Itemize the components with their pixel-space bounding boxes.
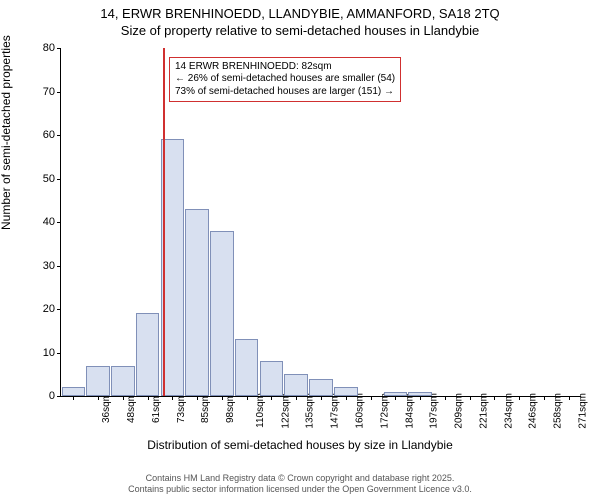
- y-tick-label: 50: [25, 173, 55, 185]
- y-tick-mark: [57, 309, 61, 310]
- histogram-bar: [185, 209, 209, 396]
- footer-line-1: Contains HM Land Registry data © Crown c…: [0, 473, 600, 485]
- x-tick-mark: [98, 396, 99, 400]
- x-tick-mark: [271, 396, 272, 400]
- y-tick-mark: [57, 135, 61, 136]
- x-tick-label: 36sqm: [101, 393, 112, 423]
- x-tick-label: 98sqm: [225, 393, 236, 423]
- histogram-bar: [260, 361, 284, 396]
- y-tick-label: 30: [25, 260, 55, 272]
- y-tick-label: 70: [25, 86, 55, 98]
- y-tick-mark: [57, 179, 61, 180]
- histogram-bar: [210, 231, 234, 396]
- x-tick-label: 85sqm: [200, 393, 211, 423]
- x-tick-mark: [73, 396, 74, 400]
- y-tick-label: 40: [25, 216, 55, 228]
- y-tick-label: 20: [25, 303, 55, 315]
- annotation-line: ← 26% of semi-detached houses are smalle…: [175, 73, 395, 86]
- annotation-box: 14 ERWR BRENHINOEDD: 82sqm← 26% of semi-…: [169, 57, 401, 103]
- x-tick-mark: [395, 396, 396, 400]
- annotation-line: 73% of semi-detached houses are larger (…: [175, 86, 395, 99]
- x-tick-mark: [519, 396, 520, 400]
- footer-line-2: Contains public sector information licen…: [0, 484, 600, 496]
- y-tick-label: 0: [25, 390, 55, 402]
- histogram-bar: [284, 374, 308, 396]
- x-axis-label: Distribution of semi-detached houses by …: [0, 438, 600, 452]
- reference-line: [163, 48, 165, 396]
- x-tick-label: 135sqm: [305, 393, 316, 429]
- x-tick-mark: [197, 396, 198, 400]
- y-tick-mark: [57, 92, 61, 93]
- x-tick-label: 258sqm: [553, 393, 564, 429]
- y-tick-mark: [57, 222, 61, 223]
- x-tick-label: 209sqm: [454, 393, 465, 429]
- y-tick-mark: [57, 353, 61, 354]
- y-axis-label: Number of semi-detached properties: [0, 35, 13, 230]
- chart-title-address: 14, ERWR BRENHINOEDD, LLANDYBIE, AMMANFO…: [0, 0, 600, 21]
- x-tick-label: 234sqm: [503, 393, 514, 429]
- y-tick-label: 10: [25, 347, 55, 359]
- x-tick-mark: [148, 396, 149, 400]
- x-tick-mark: [247, 396, 248, 400]
- x-tick-mark: [346, 396, 347, 400]
- x-tick-label: 184sqm: [404, 393, 415, 429]
- x-tick-mark: [544, 396, 545, 400]
- x-tick-mark: [470, 396, 471, 400]
- x-tick-mark: [371, 396, 372, 400]
- chart-title-desc: Size of property relative to semi-detach…: [0, 21, 600, 38]
- histogram-bar: [62, 387, 86, 396]
- histogram-bar: [86, 366, 110, 396]
- x-tick-label: 197sqm: [429, 393, 440, 429]
- x-tick-mark: [321, 396, 322, 400]
- x-tick-mark: [569, 396, 570, 400]
- plot-area: 0102030405060708036sqm48sqm61sqm73sqm85s…: [60, 48, 581, 397]
- x-tick-label: 147sqm: [330, 393, 341, 429]
- y-tick-label: 60: [25, 129, 55, 141]
- attribution-footer: Contains HM Land Registry data © Crown c…: [0, 473, 600, 496]
- chart-container: 14, ERWR BRENHINOEDD, LLANDYBIE, AMMANFO…: [0, 0, 600, 500]
- y-tick-mark: [57, 48, 61, 49]
- x-tick-label: 48sqm: [126, 393, 137, 423]
- histogram-bar: [235, 339, 259, 396]
- x-tick-label: 73sqm: [176, 393, 187, 423]
- y-tick-label: 80: [25, 42, 55, 54]
- x-tick-mark: [123, 396, 124, 400]
- annotation-line: 14 ERWR BRENHINOEDD: 82sqm: [175, 61, 395, 74]
- histogram-bar: [334, 387, 358, 396]
- x-tick-label: 122sqm: [280, 393, 291, 429]
- histogram-bar: [111, 366, 135, 396]
- x-tick-label: 221sqm: [478, 393, 489, 429]
- x-tick-mark: [494, 396, 495, 400]
- y-tick-mark: [57, 396, 61, 397]
- x-tick-label: 271sqm: [577, 393, 588, 429]
- x-tick-label: 110sqm: [255, 393, 266, 428]
- x-tick-label: 160sqm: [355, 393, 366, 429]
- x-tick-mark: [445, 396, 446, 400]
- x-tick-mark: [222, 396, 223, 400]
- histogram-bar: [309, 379, 333, 396]
- x-tick-label: 246sqm: [528, 393, 539, 429]
- histogram-bar: [136, 313, 160, 396]
- x-tick-mark: [172, 396, 173, 400]
- x-tick-label: 61sqm: [151, 393, 162, 423]
- x-tick-mark: [296, 396, 297, 400]
- x-tick-mark: [420, 396, 421, 400]
- x-tick-label: 172sqm: [379, 393, 390, 429]
- y-tick-mark: [57, 266, 61, 267]
